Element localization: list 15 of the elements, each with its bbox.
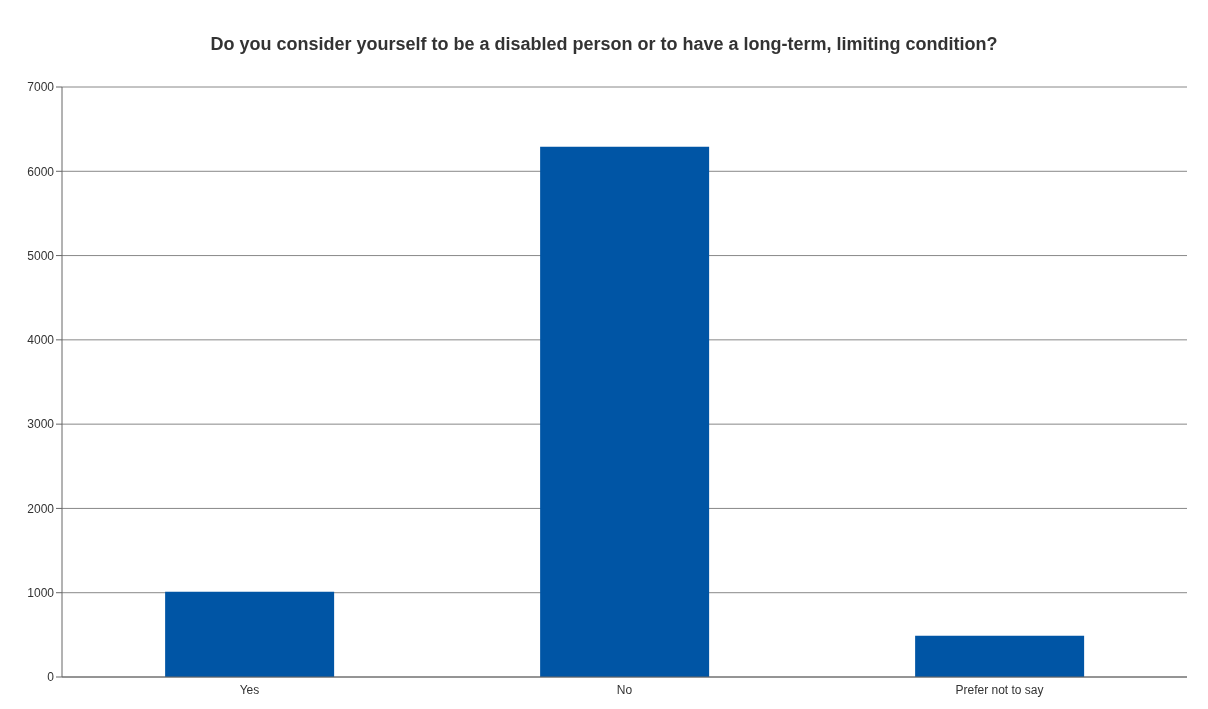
y-tick-label: 7000 bbox=[27, 80, 55, 95]
y-tick-label: 6000 bbox=[27, 164, 55, 179]
bar bbox=[165, 591, 335, 677]
y-tick-label: 3000 bbox=[27, 417, 55, 432]
y-tick-label: 1000 bbox=[27, 585, 55, 600]
y-tick-label: 5000 bbox=[27, 248, 55, 263]
bar bbox=[540, 146, 710, 677]
chart-title: Do you consider yourself to be a disabled person or to have a long-term, limiting condition? bbox=[209, 34, 999, 55]
bar bbox=[915, 635, 1085, 677]
x-tick-label: Yes bbox=[239, 682, 260, 697]
y-tick-label: 2000 bbox=[27, 501, 55, 516]
x-tick-label: Prefer not to say bbox=[955, 682, 1044, 697]
y-tick-label: 4000 bbox=[27, 333, 55, 348]
x-tick-label: No bbox=[616, 682, 633, 697]
y-tick-label: 0 bbox=[47, 670, 55, 685]
